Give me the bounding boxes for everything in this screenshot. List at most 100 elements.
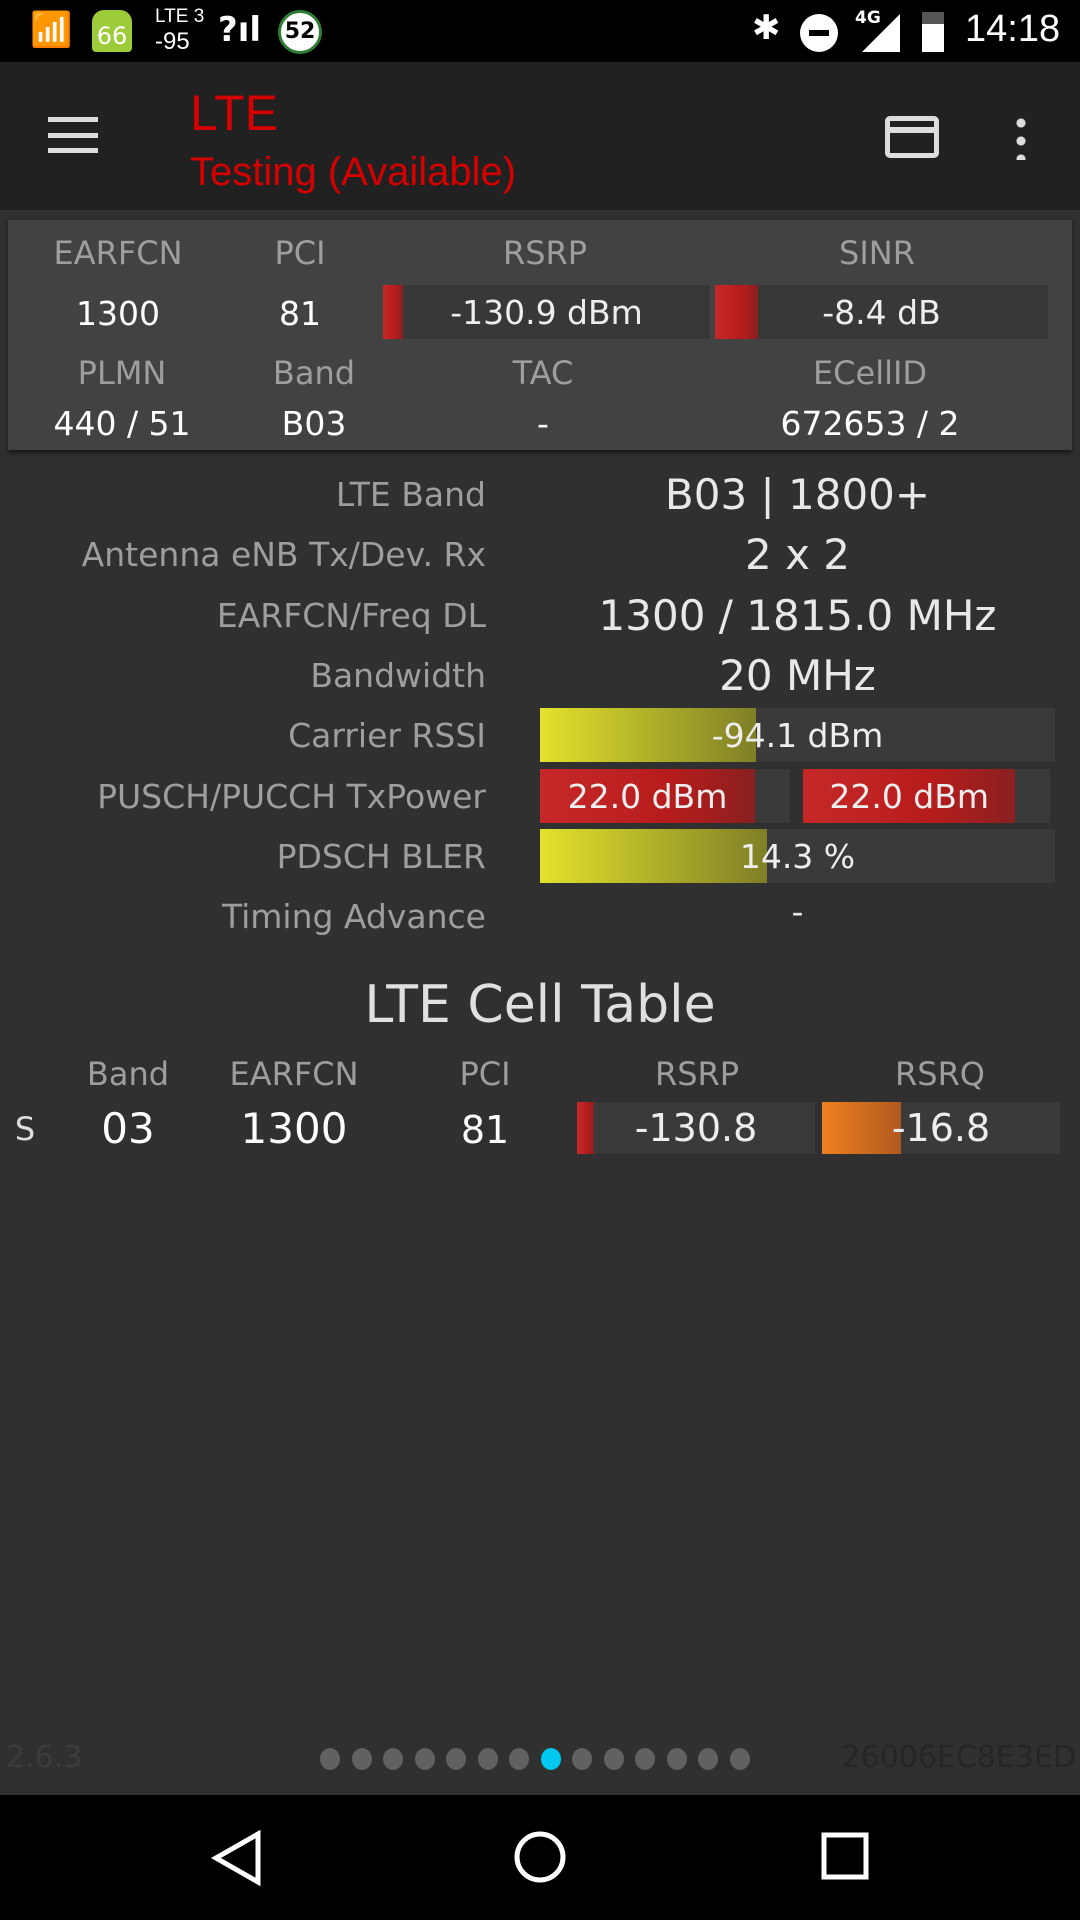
page-dot[interactable]: [477, 1748, 498, 1770]
value-earfcn-freq: 1300 / 1815.0 MHz: [598, 591, 997, 640]
sim-card-icon[interactable]: [885, 116, 939, 158]
col-rsrp: RSRP: [654, 1055, 740, 1093]
cell-rsrq-bar: -16.8: [822, 1102, 1060, 1154]
plmn-value: 440 / 51: [53, 404, 191, 443]
value-antenna: 2 x 2: [745, 530, 850, 579]
device-id: 26006EC8E3ED: [841, 1740, 1076, 1775]
cell-tower-icon: 📶: [30, 10, 73, 50]
version-label: 2.6.3: [6, 1740, 83, 1775]
value-bandwidth: 20 MHz: [719, 651, 876, 700]
pusch-txpower-bar: 22.0 dBm: [540, 769, 790, 823]
header-pci: PCI: [274, 234, 326, 272]
level-fill: [540, 769, 755, 823]
cell-type: S: [14, 1110, 36, 1148]
header-earfcn: EARFCN: [53, 234, 183, 272]
level-fill: [577, 1102, 594, 1154]
rsrp-value: -130.9 dBm: [450, 292, 643, 332]
cell-pci: 81: [460, 1108, 510, 1152]
pci-value: 81: [279, 294, 321, 333]
header-plmn: PLMN: [77, 354, 167, 392]
header-band: Band: [272, 354, 356, 392]
page-dot[interactable]: [509, 1748, 529, 1770]
pucch-txpower-bar: 22.0 dBm: [803, 769, 1050, 823]
cell-rsrp-bar: -130.8: [577, 1102, 815, 1154]
page-dot[interactable]: [383, 1748, 403, 1770]
page-dot[interactable]: [414, 1748, 435, 1770]
page-dot[interactable]: [635, 1748, 655, 1770]
col-pci: PCI: [459, 1055, 511, 1093]
value-pdsch-bler: 14.3 %: [739, 836, 856, 876]
cell-earfcn: 1300: [240, 1104, 348, 1153]
label-carrier-rssi: Carrier RSSI: [288, 716, 486, 755]
value-lte-band: B03 | 1800+: [664, 470, 931, 519]
band-value: B03: [281, 404, 347, 443]
label-antenna: Antenna eNB Tx/Dev. Rx: [81, 535, 486, 574]
label-lte-band: LTE Band: [335, 475, 486, 514]
label-txpower: PUSCH/PUCCH TxPower: [97, 777, 486, 816]
lte-value: -95: [155, 28, 190, 55]
navigation-bar: [0, 1795, 1080, 1920]
value-timing-advance: -: [791, 892, 804, 931]
status-bar: 📶 66 LTE 3 -95 ?ıl 52 ✱ 4G 14:18: [0, 0, 1080, 62]
header-ecellid: ECellID: [812, 354, 928, 392]
page-dot[interactable]: [446, 1748, 466, 1770]
do-not-disturb-icon: [800, 14, 838, 52]
value-pusch-txpower: 22.0 dBm: [567, 776, 728, 816]
menu-icon[interactable]: [48, 117, 98, 153]
back-icon[interactable]: [210, 1830, 266, 1886]
bluetooth-icon: ✱: [752, 8, 781, 48]
sinr-bar: -8.4 dB: [715, 285, 1048, 339]
level-fill: [540, 829, 767, 883]
cell-band: 03: [101, 1104, 155, 1153]
signal-unknown-icon: ?ıl: [218, 10, 262, 50]
recents-icon[interactable]: [818, 1829, 874, 1885]
label-earfcn-freq: EARFCN/Freq DL: [216, 596, 486, 635]
label-bandwidth: Bandwidth: [310, 656, 486, 695]
android-battery-icon: 66: [92, 10, 132, 52]
page-dot[interactable]: [666, 1748, 687, 1770]
battery-icon: [922, 12, 944, 52]
label-pdsch-bler: PDSCH BLER: [276, 837, 486, 876]
page-dot[interactable]: [351, 1748, 372, 1770]
home-icon[interactable]: [512, 1829, 568, 1885]
app-bar: [0, 62, 1080, 210]
page-dot[interactable]: [320, 1748, 340, 1770]
col-rsrq: RSRQ: [895, 1055, 985, 1093]
clock: 14:18: [965, 8, 1061, 50]
header-sinr: SINR: [839, 234, 915, 272]
lte-label: LTE 3: [155, 6, 205, 27]
level-fill: [822, 1102, 901, 1154]
label-timing-advance: Timing Advance: [221, 897, 486, 936]
circle-badge-icon: 52: [278, 10, 322, 54]
cell-rsrq: -16.8: [891, 1106, 991, 1150]
header-rsrp: RSRP: [502, 234, 588, 272]
page-dot[interactable]: [729, 1748, 750, 1770]
page-dot[interactable]: [603, 1748, 624, 1770]
page-dot[interactable]: [698, 1748, 718, 1770]
cell-table-title: LTE Cell Table: [364, 975, 716, 1035]
level-fill: [540, 708, 757, 762]
carrier-rssi-bar: -94.1 dBm: [540, 708, 1055, 762]
page-dot[interactable]: [540, 1748, 561, 1770]
level-fill: [715, 285, 759, 339]
level-fill: [383, 285, 403, 339]
col-band: Band: [86, 1055, 170, 1093]
pdsch-bler-bar: 14.3 %: [540, 829, 1055, 883]
tac-value: -: [537, 404, 549, 443]
page-title: LTE: [190, 85, 278, 141]
signal-4g-icon: [862, 14, 900, 52]
level-fill: [803, 769, 1016, 823]
ecellid-value: 672653 / 2: [780, 404, 960, 443]
sinr-value: -8.4 dB: [822, 292, 941, 332]
header-tac: TAC: [512, 354, 574, 392]
value-carrier-rssi: -94.1 dBm: [711, 715, 884, 755]
col-earfcn: EARFCN: [229, 1055, 359, 1093]
rsrp-bar: -130.9 dBm: [383, 285, 710, 339]
value-pucch-txpower: 22.0 dBm: [829, 776, 990, 816]
earfcn-value: 1300: [76, 294, 160, 333]
page-subtitle: Testing (Available): [190, 150, 517, 194]
page-indicator[interactable]: [320, 1748, 761, 1774]
cell-rsrp: -130.8: [634, 1106, 758, 1150]
page-dot[interactable]: [572, 1748, 592, 1770]
more-options-icon[interactable]: [1016, 114, 1026, 160]
